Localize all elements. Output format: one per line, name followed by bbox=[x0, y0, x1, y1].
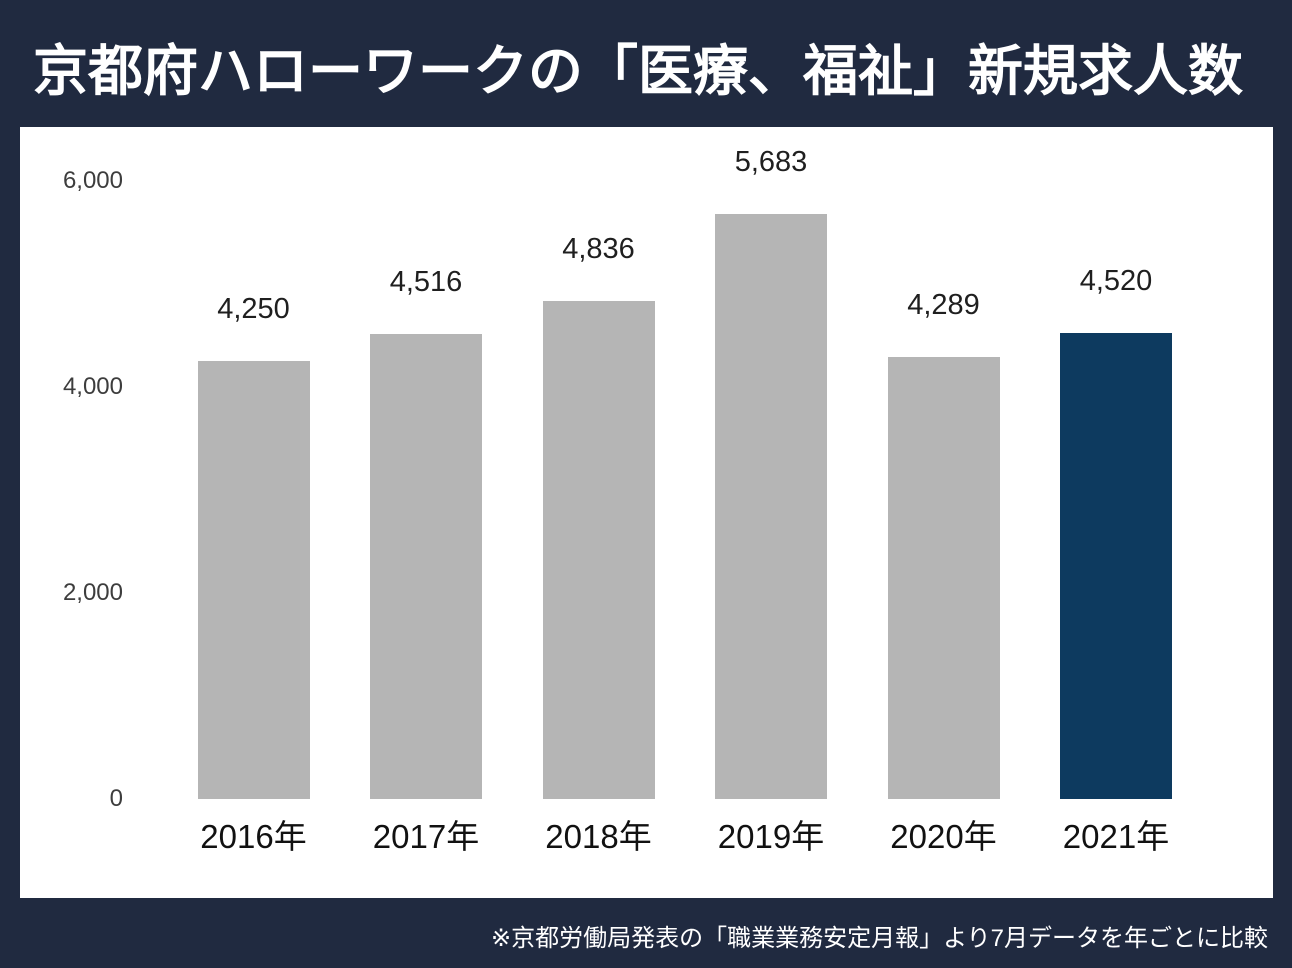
y-axis-tick-label: 4,000 bbox=[62, 373, 123, 400]
y-axis-tick-label: 6,000 bbox=[62, 167, 123, 194]
bar-chart-panel: 6,000 4,000 2,000 0 4,250 2016年 4,516 2017年 4,83… bbox=[20, 127, 1273, 898]
source-footnote: ※京都労働局発表の「職業業務安定月報」より7月データを年ごとに比較 bbox=[491, 925, 1268, 952]
bar-highlighted bbox=[1060, 333, 1172, 799]
bar-value-label: 4,836 bbox=[562, 232, 635, 265]
bar-value-label: 4,289 bbox=[907, 289, 980, 322]
bar bbox=[370, 333, 482, 799]
bar bbox=[542, 300, 655, 799]
x-axis-category-label: 2021年 bbox=[1062, 818, 1170, 855]
bar-value-label: 4,250 bbox=[217, 293, 290, 326]
x-axis-category-label: 2020年 bbox=[890, 818, 997, 855]
x-axis-category-label: 2016年 bbox=[200, 818, 307, 855]
bar-value-label: 4,520 bbox=[1079, 265, 1153, 298]
y-axis-tick-label: 0 bbox=[109, 785, 123, 812]
page-title: 京都府ハローワークの「医療、福祉」新規求人数 bbox=[33, 40, 1244, 102]
y-axis-tick-label: 2,000 bbox=[62, 579, 123, 606]
x-axis-category-label: 2017年 bbox=[372, 818, 480, 855]
bar-value-label: 4,516 bbox=[389, 265, 463, 298]
bar bbox=[197, 361, 310, 799]
bar-chart-plot-area: 6,000 4,000 2,000 0 4,250 2016年 4,516 2017年 4,83… bbox=[20, 127, 1273, 898]
bar-value-label: 5,683 bbox=[734, 145, 808, 178]
bar bbox=[887, 357, 1000, 799]
bar bbox=[715, 213, 827, 799]
x-axis-category-label: 2018年 bbox=[545, 818, 652, 855]
x-axis-category-label: 2019年 bbox=[717, 818, 825, 855]
